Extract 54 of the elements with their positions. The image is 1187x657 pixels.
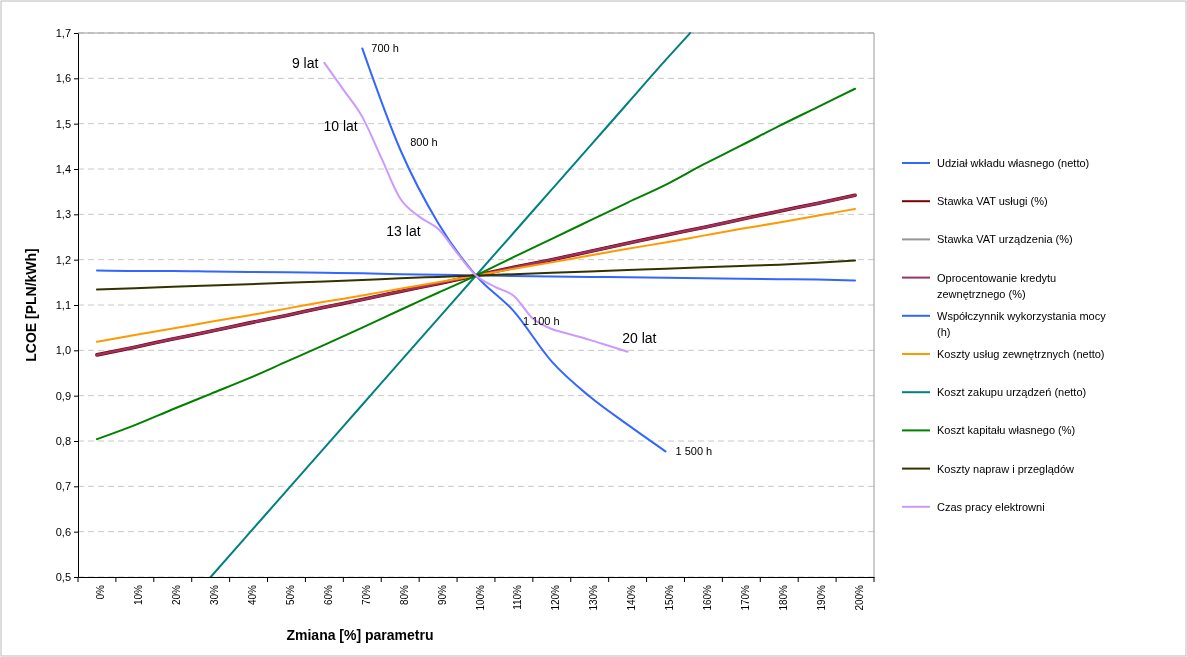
x-tick-label: 150% (664, 584, 676, 611)
x-tick-label: 50% (284, 584, 296, 606)
y-tick-label: 0,7 (55, 480, 71, 493)
legend-label: Współczynnik wykorzystania mocy (h) (937, 309, 1107, 338)
x-tick-label: 140% (626, 584, 638, 611)
annotation: 9 lat (291, 54, 319, 71)
y-tick-label: 0,9 (55, 389, 71, 402)
y-tick-label: 1,6 (55, 72, 71, 85)
annotation: 1 100 h (522, 315, 560, 328)
x-tick-label: 160% (701, 584, 713, 611)
annotation: 800 h (410, 135, 438, 148)
legend-label: Koszty usług zewnętrznych (netto) (937, 348, 1105, 360)
x-tick-label: 180% (777, 584, 789, 611)
annotation: 13 lat (386, 222, 421, 239)
legend-label: Udział wkładu własnego (netto) (937, 157, 1090, 169)
y-tick-label: 1,2 (55, 253, 71, 266)
x-tick-label: 90% (436, 584, 448, 606)
annotation: 10 lat (323, 117, 358, 134)
legend-label: Oprocentowanie kredytu zewnętrznego (%) (937, 271, 1057, 300)
y-tick-label: 1,5 (55, 117, 71, 130)
annotation: 700 h (371, 42, 399, 55)
legend-label: Koszty napraw i przeglądów (937, 462, 1075, 475)
x-tick-label: 70% (360, 584, 372, 606)
annotation: 20 lat (622, 329, 657, 346)
x-tick-label: 110% (512, 584, 524, 610)
x-tick-label: 120% (550, 584, 562, 611)
x-tick-label: 130% (588, 584, 600, 611)
x-tick-label: 190% (815, 584, 827, 611)
x-tick-label: 60% (322, 584, 334, 606)
y-tick-label: 0,5 (55, 571, 71, 584)
x-tick-label: 100% (474, 584, 486, 611)
x-tick-label: 200% (853, 584, 865, 611)
y-tick-label: 1,1 (55, 299, 71, 312)
legend-label: Koszt zakupu urządzeń (netto) (937, 386, 1087, 399)
x-tick-label: 170% (739, 584, 751, 611)
legend-label: Stawka VAT usługi (%) (937, 195, 1048, 208)
x-axis-title: Zmiana [%] parametru (286, 627, 434, 643)
x-tick-label: 10% (133, 584, 145, 606)
x-tick-label: 20% (171, 584, 183, 606)
y-tick-label: 1,0 (55, 344, 71, 357)
x-tick-label: 0% (95, 584, 107, 600)
x-tick-label: 80% (398, 584, 410, 606)
y-tick-label: 0,6 (55, 525, 71, 538)
y-tick-label: 0,8 (55, 435, 71, 448)
y-tick-label: 1,4 (55, 163, 71, 176)
legend-label: Czas pracy elektrowni (937, 500, 1045, 513)
x-tick-label: 40% (247, 584, 259, 606)
legend-label: Stawka VAT urządzenia (%) (937, 233, 1073, 246)
y-axis-title: LCOE [PLN/kWh] (23, 248, 39, 362)
y-tick-label: 1,7 (55, 27, 71, 40)
y-tick-label: 1,3 (55, 208, 71, 221)
x-tick-label: 30% (209, 584, 221, 606)
legend-label: Koszt kapitału własnego (%) (937, 424, 1076, 437)
annotation: 1 500 h (675, 445, 713, 458)
